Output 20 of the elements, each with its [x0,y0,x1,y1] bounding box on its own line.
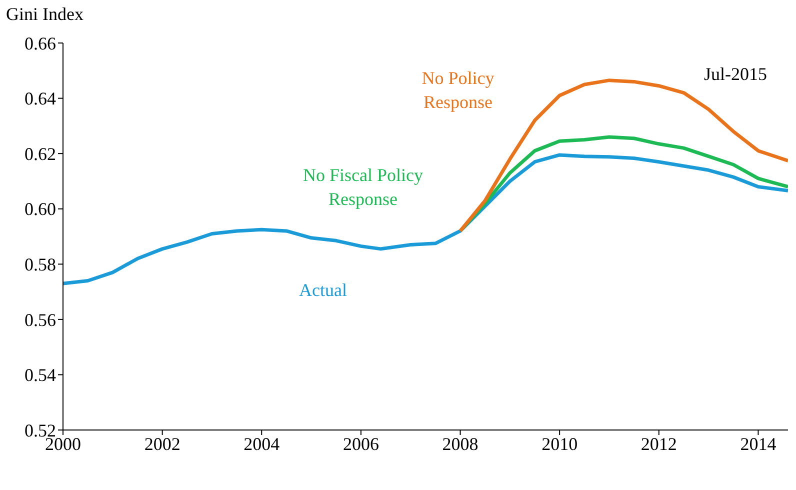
annotation: Jul-2015 [704,64,767,85]
text: No Policy Response [420,67,496,114]
y-tick-label: 0.62 [24,144,56,164]
text: Actual [298,279,348,302]
x-tick-label: 2004 [244,434,280,454]
x-tick-label: 2008 [442,434,478,454]
text: No Fiscal Policy Response [302,164,424,211]
y-axis-title: Gini Index [6,4,84,25]
y-tick-label: 0.54 [24,365,56,386]
x-tick-label: 2014 [740,434,776,454]
x-tick-label: 2010 [542,434,578,454]
x-tick-label: 2002 [144,434,180,454]
y-tick-label: 0.66 [24,33,56,54]
y-tick-label: 0.58 [24,254,56,275]
y-tick-label: 0.60 [24,199,56,220]
y-tick-label: 0.56 [24,310,56,330]
x-tick-label: 2012 [640,434,677,454]
y-tick-label: 0.64 [24,88,56,109]
x-tick-label: 2006 [342,434,379,454]
line-series [63,153,788,286]
